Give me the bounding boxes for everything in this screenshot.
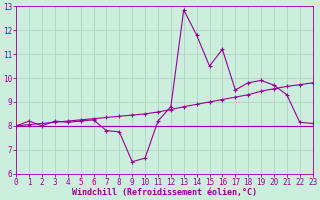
X-axis label: Windchill (Refroidissement éolien,°C): Windchill (Refroidissement éolien,°C): [72, 188, 257, 197]
